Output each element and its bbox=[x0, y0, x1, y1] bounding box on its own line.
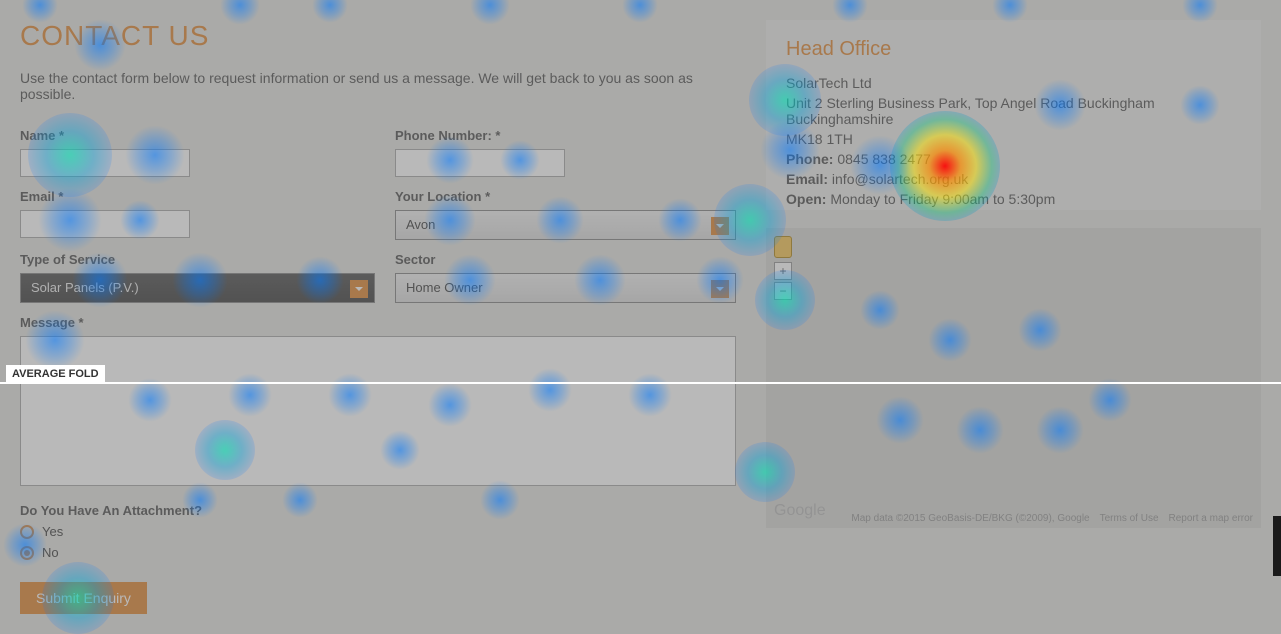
google-logo: Google bbox=[774, 502, 826, 520]
phone-val: 0845 838 2477 bbox=[837, 151, 930, 167]
email-label: Email * bbox=[20, 189, 375, 204]
contact-form-section: CONTACT US Use the contact form below to… bbox=[20, 20, 736, 634]
required-marker: * bbox=[79, 315, 84, 330]
office-email: Email: info@solartech.org.uk bbox=[786, 171, 1241, 187]
location-label-text: Your Location bbox=[395, 189, 481, 204]
chevron-down-icon bbox=[350, 280, 368, 298]
pegman-icon[interactable] bbox=[774, 236, 792, 258]
average-fold-label: AVERAGE FOLD bbox=[6, 365, 105, 383]
open-key: Open: bbox=[786, 191, 826, 207]
phone-col: Phone Number: * bbox=[395, 128, 736, 177]
head-office-card: Head Office SolarTech Ltd Unit 2 Sterlin… bbox=[766, 20, 1261, 210]
message-label-text: Message bbox=[20, 315, 75, 330]
office-address1: Unit 2 Sterling Business Park, Top Angel… bbox=[786, 95, 1241, 127]
zoom-out-button[interactable]: − bbox=[774, 282, 792, 300]
required-marker: * bbox=[59, 128, 64, 143]
map[interactable]: + − Google Map data ©2015 GeoBasis-DE/BK… bbox=[766, 228, 1261, 528]
attachment-no-label: No bbox=[42, 545, 59, 560]
page-root: CONTACT US Use the contact form below to… bbox=[0, 0, 1281, 634]
row-name-phone: Name * Phone Number: * bbox=[20, 128, 736, 177]
service-col: Type of Service Solar Panels (P.V.) bbox=[20, 252, 375, 303]
service-label: Type of Service bbox=[20, 252, 375, 267]
intro-text: Use the contact form below to request in… bbox=[20, 70, 736, 102]
name-label-text: Name bbox=[20, 128, 55, 143]
location-value: Avon bbox=[406, 217, 435, 232]
attachment-yes-label: Yes bbox=[42, 524, 63, 539]
average-fold-line bbox=[0, 382, 1281, 384]
attachment-no-row[interactable]: No bbox=[20, 545, 736, 560]
open-val: Monday to Friday 9:00am to 5:30pm bbox=[830, 191, 1055, 207]
office-heading: Head Office bbox=[786, 38, 1241, 61]
email-label-text: Email bbox=[20, 189, 55, 204]
map-attribution: Map data ©2015 GeoBasis-DE/BKG (©2009), … bbox=[851, 513, 1089, 524]
required-marker: * bbox=[485, 189, 490, 204]
map-report-link[interactable]: Report a map error bbox=[1169, 513, 1253, 524]
office-address2: MK18 1TH bbox=[786, 131, 1241, 147]
service-value: Solar Panels (P.V.) bbox=[31, 280, 139, 295]
side-panel-toggle[interactable] bbox=[1273, 516, 1281, 576]
required-marker: * bbox=[58, 189, 63, 204]
radio-icon bbox=[20, 525, 34, 539]
submit-button[interactable]: Submit Enquiry bbox=[20, 582, 147, 614]
name-input[interactable] bbox=[20, 149, 190, 177]
message-label: Message * bbox=[20, 315, 736, 330]
location-label: Your Location * bbox=[395, 189, 736, 204]
office-open: Open: Monday to Friday 9:00am to 5:30pm bbox=[786, 191, 1241, 207]
email-key: Email: bbox=[786, 171, 828, 187]
message-block: Message * bbox=[20, 315, 736, 491]
row-service-sector: Type of Service Solar Panels (P.V.) Sect… bbox=[20, 252, 736, 303]
office-company: SolarTech Ltd bbox=[786, 75, 1241, 91]
name-label: Name * bbox=[20, 128, 375, 143]
phone-key: Phone: bbox=[786, 151, 833, 167]
sector-value: Home Owner bbox=[406, 280, 483, 295]
sidebar: Head Office SolarTech Ltd Unit 2 Sterlin… bbox=[766, 20, 1261, 634]
phone-label-text: Phone Number: bbox=[395, 128, 492, 143]
phone-label: Phone Number: * bbox=[395, 128, 736, 143]
phone-input[interactable] bbox=[395, 149, 565, 177]
email-val[interactable]: info@solartech.org.uk bbox=[832, 171, 968, 187]
location-col: Your Location * Avon bbox=[395, 189, 736, 240]
map-footer: Map data ©2015 GeoBasis-DE/BKG (©2009), … bbox=[851, 513, 1253, 524]
row-email-location: Email * Your Location * Avon bbox=[20, 189, 736, 240]
email-col: Email * bbox=[20, 189, 375, 240]
page-title: CONTACT US bbox=[20, 20, 736, 52]
sector-select[interactable]: Home Owner bbox=[395, 273, 736, 303]
attachment-yes-row[interactable]: Yes bbox=[20, 524, 736, 539]
chevron-down-icon bbox=[711, 217, 729, 235]
location-select[interactable]: Avon bbox=[395, 210, 736, 240]
email-input[interactable] bbox=[20, 210, 190, 238]
attachment-label: Do You Have An Attachment? bbox=[20, 503, 736, 518]
map-terms-link[interactable]: Terms of Use bbox=[1100, 513, 1159, 524]
chevron-down-icon bbox=[711, 280, 729, 298]
required-marker: * bbox=[495, 128, 500, 143]
attachment-block: Do You Have An Attachment? Yes No bbox=[20, 503, 736, 560]
map-controls: + − bbox=[774, 236, 792, 300]
name-col: Name * bbox=[20, 128, 375, 177]
sector-label: Sector bbox=[395, 252, 736, 267]
radio-icon-checked bbox=[20, 546, 34, 560]
message-textarea[interactable] bbox=[20, 336, 736, 486]
sector-col: Sector Home Owner bbox=[395, 252, 736, 303]
office-phone: Phone: 0845 838 2477 bbox=[786, 151, 1241, 167]
service-select[interactable]: Solar Panels (P.V.) bbox=[20, 273, 375, 303]
zoom-in-button[interactable]: + bbox=[774, 262, 792, 280]
